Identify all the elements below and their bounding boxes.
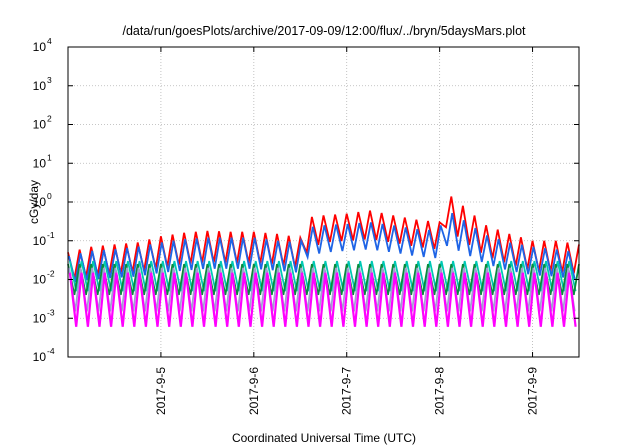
y-tick-exponent: -4 xyxy=(47,346,55,356)
y-tick-label: 10 xyxy=(33,156,47,170)
y-tick-label: 10 xyxy=(33,40,47,54)
y-tick-exponent: 2 xyxy=(47,114,52,124)
chart-title: /data/run/goesPlots/archive/2017-09-09/1… xyxy=(122,24,526,38)
y-tick-label: 10 xyxy=(33,195,47,209)
x-tick-label: 2017-9-7 xyxy=(340,367,354,415)
y-tick-exponent: -3 xyxy=(47,307,55,317)
series-layer xyxy=(67,196,580,327)
y-tick-label: 10 xyxy=(33,234,47,248)
y-tick-exponent: 4 xyxy=(47,36,52,46)
y-axis-label: cGy/day xyxy=(27,180,41,224)
y-tick-label: 10 xyxy=(33,79,47,93)
y-tick-exponent: 0 xyxy=(47,191,52,201)
series-line xyxy=(68,272,577,327)
x-tick-label: 2017-9-5 xyxy=(154,367,168,415)
y-tick-label: 10 xyxy=(33,273,47,287)
y-tick-label: 10 xyxy=(33,311,47,325)
y-tick-exponent: 3 xyxy=(47,75,52,85)
x-tick-label: 2017-9-9 xyxy=(526,367,540,415)
y-tick-exponent: -2 xyxy=(47,269,55,279)
x-tick-label: 2017-9-8 xyxy=(433,367,447,415)
y-tick-exponent: 1 xyxy=(47,152,52,162)
y-tick-label: 10 xyxy=(33,118,47,132)
y-tick-label: 10 xyxy=(33,350,47,364)
series-line xyxy=(68,213,576,283)
y-tick-exponent: -1 xyxy=(47,230,55,240)
x-tick-label: 2017-9-6 xyxy=(247,367,261,415)
x-axis-label: Coordinated Universal Time (UTC) xyxy=(232,431,416,445)
x-axis: 2017-9-5 2017-9-6 2017-9-7 2017-9-8 2017-9-9 xyxy=(154,47,540,415)
